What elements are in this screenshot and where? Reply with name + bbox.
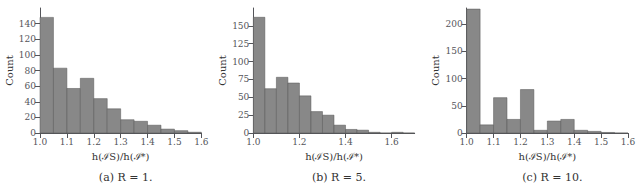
svg-text:100: 100 [232,57,249,67]
svg-text:1.3: 1.3 [540,137,555,147]
svg-text:20: 20 [25,112,37,122]
svg-text:60: 60 [25,81,37,91]
svg-text:100: 100 [19,50,36,60]
svg-text:1.3: 1.3 [114,137,129,147]
svg-text:1.4: 1.4 [140,137,155,147]
svg-text:50: 50 [238,92,250,102]
svg-text:(c) R = 10.: (c) R = 10. [522,171,582,184]
svg-text:h(ℐS)/h(ℐ*): h(ℐS)/h(ℐ*) [518,151,576,162]
svg-text:(a) R = 1.: (a) R = 1. [99,171,153,184]
svg-text:125: 125 [232,39,249,49]
svg-text:1.2: 1.2 [292,137,306,147]
svg-text:40: 40 [25,97,37,107]
svg-text:1.6: 1.6 [384,137,399,147]
svg-text:1.1: 1.1 [486,137,500,147]
svg-text:0: 0 [456,128,463,138]
svg-text:(b) R = 5.: (b) R = 5. [312,171,366,184]
svg-text:1.1: 1.1 [60,137,74,147]
svg-text:1.2: 1.2 [87,137,101,147]
svg-text:150: 150 [232,21,249,31]
svg-text:1.6: 1.6 [621,137,636,147]
svg-text:1.0: 1.0 [246,137,261,147]
svg-text:1.0: 1.0 [460,137,475,147]
svg-text:0: 0 [30,128,36,138]
svg-text:140: 140 [19,19,36,29]
svg-text:80: 80 [25,66,37,76]
svg-text:h(ℐS)/h(ℐ*): h(ℐS)/h(ℐ*) [305,151,363,162]
svg-text:1.2: 1.2 [513,137,527,147]
svg-text:0: 0 [243,128,250,138]
svg-text:Count: Count [4,55,15,86]
svg-text:1.5: 1.5 [594,137,609,147]
svg-text:1.4: 1.4 [567,137,582,147]
svg-text:1.5: 1.5 [167,137,182,147]
svg-text:120: 120 [19,34,36,44]
svg-text:Count: Count [217,55,228,86]
svg-text:Count: Count [430,55,441,86]
svg-text:h(ℐS)/h(ℐ*): h(ℐS)/h(ℐ*) [92,151,150,162]
svg-text:25: 25 [238,110,250,120]
svg-text:75: 75 [238,74,250,84]
svg-text:200: 200 [445,19,462,29]
svg-text:1.6: 1.6 [194,137,209,147]
svg-text:1.0: 1.0 [33,137,48,147]
svg-text:50: 50 [451,101,463,111]
svg-text:1.4: 1.4 [338,137,353,147]
svg-text:100: 100 [445,74,462,84]
svg-text:150: 150 [445,46,462,56]
